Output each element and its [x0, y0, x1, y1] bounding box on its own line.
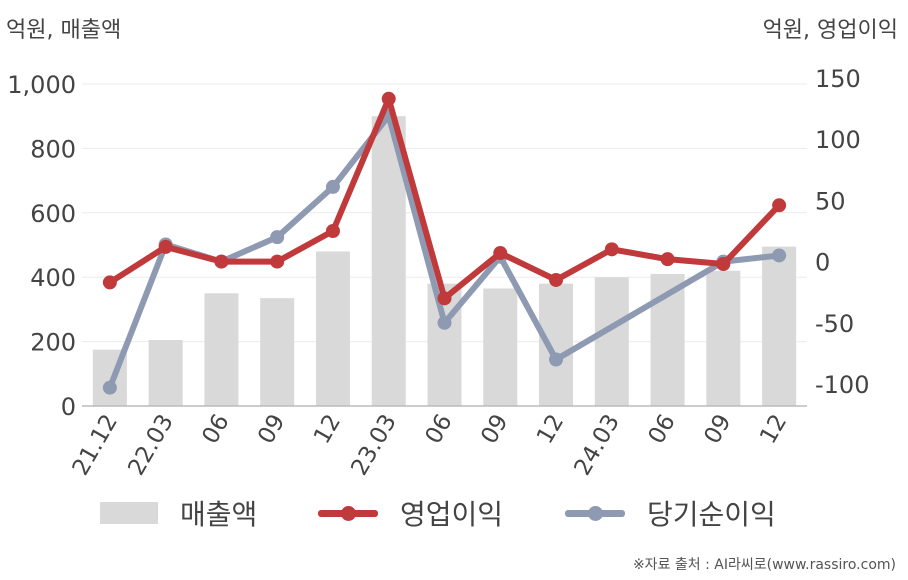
- point-net-income: [549, 352, 564, 367]
- point-operating-profit: [381, 91, 396, 106]
- legend-item-operating-profit: 영업이익: [318, 490, 503, 536]
- x-tick-label: 06: [644, 410, 681, 448]
- point-operating-profit: [270, 254, 285, 269]
- point-operating-profit: [158, 239, 173, 254]
- right-tick-label: -100: [815, 371, 869, 399]
- legend-swatch-operating-profit: [318, 502, 378, 524]
- right-tick-label: -50: [815, 310, 854, 338]
- right-axis-unit: 억원, 영업이익: [762, 18, 898, 43]
- left-tick-label: 800: [30, 135, 76, 163]
- x-tick-label: 12: [532, 410, 569, 448]
- bar-revenue: [260, 298, 295, 406]
- point-operating-profit: [214, 254, 229, 269]
- point-net-income: [437, 315, 452, 330]
- line-operating-profit: [106, 95, 783, 302]
- right-tick-label: 100: [815, 126, 861, 154]
- point-net-income: [772, 248, 787, 263]
- bar-revenue: [483, 288, 518, 406]
- x-tick-label: 22.03: [123, 410, 178, 480]
- x-tick-label: 09: [699, 410, 736, 448]
- chart-legend: 매출액 영업이익 당기순이익: [0, 490, 908, 540]
- x-tick-label: 06: [421, 410, 458, 448]
- right-tick-label: 0: [815, 249, 830, 277]
- point-operating-profit: [660, 252, 675, 267]
- point-net-income: [325, 179, 340, 194]
- legend-swatch-revenue: [100, 502, 158, 524]
- x-tick-label: 09: [476, 410, 513, 448]
- legend-label-revenue: 매출액: [180, 498, 258, 531]
- point-operating-profit: [437, 291, 452, 306]
- point-operating-profit: [102, 275, 117, 290]
- bar-revenue: [148, 339, 183, 406]
- x-tick-label: 12: [755, 410, 792, 448]
- left-tick-label: 400: [30, 264, 76, 292]
- bar-revenue: [706, 270, 741, 406]
- left-axis-unit: 억원, 매출액: [6, 18, 122, 43]
- left-tick-label: 1,000: [7, 71, 76, 99]
- point-net-income: [102, 380, 117, 395]
- legend-swatch-net-income: [565, 502, 625, 524]
- source-note: ※자료 출처 : AI라씨로(www.rassiro.com): [632, 557, 896, 573]
- legend-item-net-income: 당기순이익: [565, 490, 776, 536]
- left-tick-label: 200: [30, 329, 76, 357]
- legend-label-net-income: 당기순이익: [647, 498, 776, 531]
- legend-item-revenue: 매출액: [100, 490, 257, 536]
- point-operating-profit: [493, 246, 508, 261]
- point-operating-profit: [549, 272, 564, 287]
- legend-label-operating-profit: 영업이익: [400, 498, 504, 531]
- x-tick-label: 06: [197, 410, 234, 448]
- right-tick-label: 50: [815, 187, 846, 215]
- point-operating-profit: [325, 224, 340, 238]
- x-tick-label: 23.03: [346, 410, 401, 480]
- bar-revenue: [315, 251, 350, 406]
- point-operating-profit: [716, 257, 731, 272]
- left-tick-label: 600: [30, 200, 76, 228]
- left-tick-label: 0: [61, 393, 76, 421]
- x-tick-label: 09: [253, 410, 290, 448]
- bar-revenue: [594, 277, 629, 406]
- point-operating-profit: [604, 242, 619, 257]
- x-tick-label: 12: [309, 410, 346, 448]
- bar-revenue: [539, 283, 574, 406]
- bar-revenue: [204, 293, 239, 406]
- point-operating-profit: [772, 198, 787, 213]
- x-tick-label: 24.03: [570, 410, 625, 480]
- point-net-income: [270, 230, 285, 245]
- bar-revenue: [762, 246, 797, 406]
- right-tick-label: 150: [815, 65, 861, 93]
